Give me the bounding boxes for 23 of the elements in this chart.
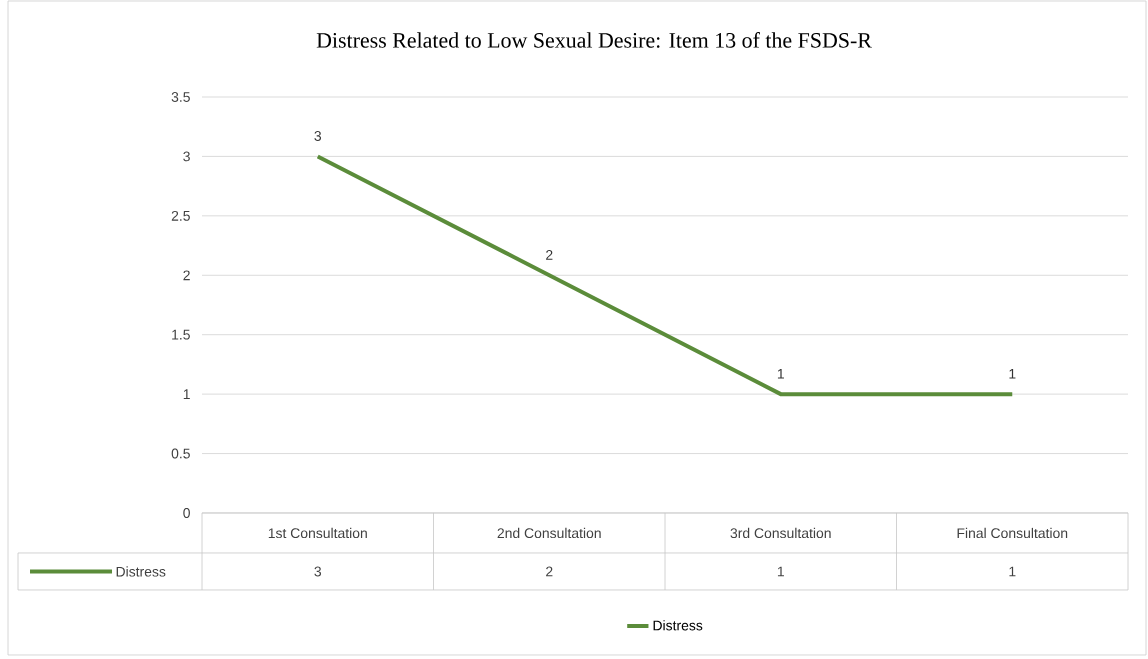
data-label: 1 [1009, 566, 1016, 577]
data-label: 2 [546, 566, 553, 577]
data-label: 1 [777, 566, 784, 577]
x-tick-label: 3rd Consultation [730, 527, 831, 539]
x-tick-label: 1st Consultation [268, 527, 367, 539]
y-tick-label: 2 [183, 270, 190, 281]
y-tick-label: 0.5 [171, 448, 190, 459]
chart-title: Distress Related to Low Sexual Desire: Item 13 of the FSDS-R [316, 32, 872, 48]
y-tick-label: 0 [183, 508, 190, 518]
text: 2 [546, 250, 553, 260]
y-tick-label: 1.5 [172, 329, 190, 340]
data-label: 3 [314, 566, 322, 577]
legend-label: Distress [653, 620, 703, 631]
text: 1 [1009, 369, 1016, 379]
text: Distress [116, 566, 166, 577]
x-tick-label: 2nd Consultation [497, 527, 601, 539]
y-tick-label: 1 [183, 389, 190, 399]
y-tick-label: 2.5 [171, 210, 190, 221]
y-tick-label: 3.5 [171, 92, 190, 102]
x-tick-label: Final Consultation [957, 527, 1068, 539]
y-tick-label: 3 [183, 151, 190, 162]
text: 3 [314, 131, 322, 141]
text: 1 [777, 369, 784, 379]
